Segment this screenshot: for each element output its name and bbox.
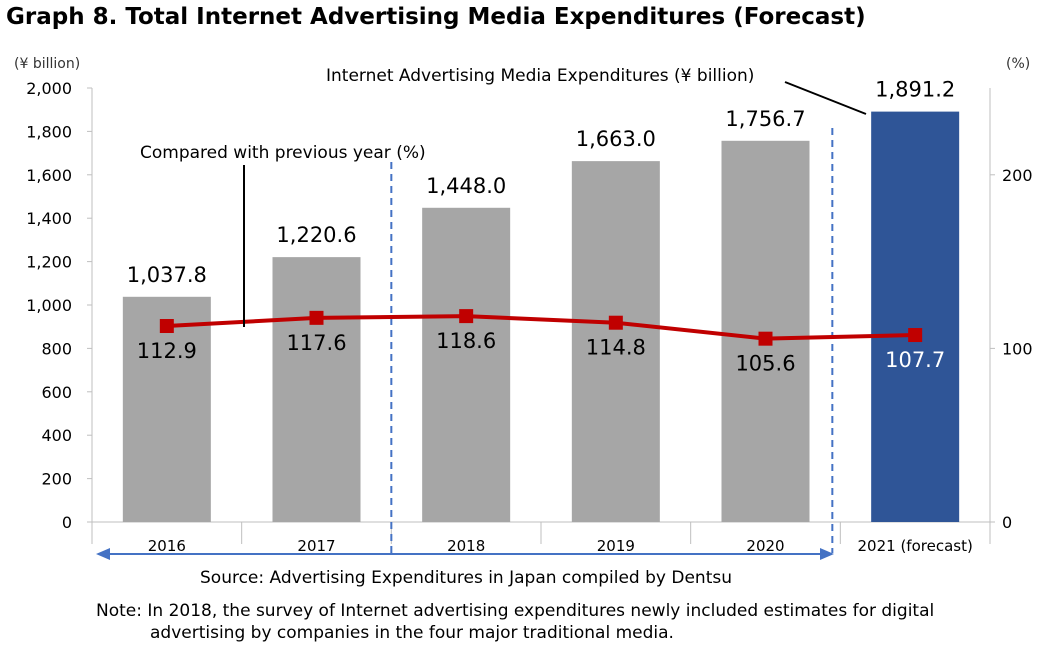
bar-value-label: 1,448.0 — [426, 174, 506, 198]
bar-value-label: 1,663.0 — [576, 127, 656, 151]
y-tick-label-left: 200 — [41, 470, 72, 489]
y-axis-unit-left: (¥ billion) — [14, 56, 80, 72]
yoy-value-label: 117.6 — [286, 331, 346, 355]
y-tick-label-right: 200 — [1002, 166, 1033, 185]
yoy-value-label: 107.7 — [885, 348, 945, 372]
y-tick-label-left: 1,600 — [26, 166, 72, 185]
source-arrow-left-head — [96, 548, 110, 560]
y-tick-label-right: 100 — [1002, 339, 1033, 358]
x-tick-label: 2020 — [746, 537, 784, 555]
bar-value-label: 1,220.6 — [276, 223, 356, 247]
bar-value-label: 1,756.7 — [725, 107, 805, 131]
yoy-value-label: 118.6 — [436, 329, 496, 353]
bar — [422, 207, 511, 522]
yoy-marker — [908, 328, 923, 343]
y-tick-label-left: 2,000 — [26, 79, 72, 98]
y-tick-label-left: 1,000 — [26, 296, 72, 315]
y-tick-label-left: 0 — [62, 513, 72, 532]
x-tick-label: 2018 — [447, 537, 485, 555]
x-tick-label: 2019 — [597, 537, 635, 555]
line-series-label: Compared with previous year (%) — [140, 143, 426, 163]
bar-series-leader — [784, 81, 867, 115]
y-tick-label-left: 800 — [41, 339, 72, 358]
bar-value-label: 1,037.8 — [127, 263, 207, 287]
bar-value-label: 1,891.2 — [875, 78, 955, 102]
yoy-marker — [758, 331, 773, 346]
note-line-1: Note: In 2018, the survey of Internet ad… — [96, 601, 935, 621]
source-label: Source: Advertising Expenditures in Japa… — [200, 568, 732, 588]
yoy-marker — [159, 319, 174, 334]
chart-note: Note: In 2018, the survey of Internet ad… — [96, 600, 934, 644]
chart-title: Graph 8. Total Internet Advertising Medi… — [6, 4, 866, 30]
y-tick-label-left: 1,800 — [26, 122, 72, 141]
bar — [272, 257, 361, 522]
bar — [571, 161, 660, 522]
y-tick-label-left: 400 — [41, 426, 72, 445]
yoy-value-label: 114.8 — [586, 336, 646, 360]
bar — [721, 140, 810, 523]
note-line-2: advertising by companies in the four maj… — [150, 623, 674, 643]
y-tick-label-right: 0 — [1002, 513, 1012, 532]
yoy-line — [166, 314, 916, 341]
x-tick-label: 2016 — [148, 537, 186, 555]
x-tick-label: 2017 — [297, 537, 335, 555]
y-tick-label-left: 1,400 — [26, 209, 72, 228]
bar — [122, 296, 211, 522]
y-axis-unit-right: (%) — [1006, 56, 1030, 72]
x-tick-label: 2021 (forecast) — [858, 537, 973, 555]
yoy-marker — [459, 309, 474, 324]
y-tick-label-left: 1,200 — [26, 253, 72, 272]
yoy-marker — [608, 315, 623, 330]
source-arrow-right-head — [820, 548, 834, 560]
bar — [871, 111, 960, 523]
bar-series-label: Internet Advertising Media Expenditures … — [326, 66, 754, 86]
yoy-marker — [309, 310, 324, 325]
y-tick-label-left: 600 — [41, 383, 72, 402]
yoy-value-label: 105.6 — [735, 352, 795, 376]
yoy-value-label: 112.9 — [137, 339, 197, 363]
